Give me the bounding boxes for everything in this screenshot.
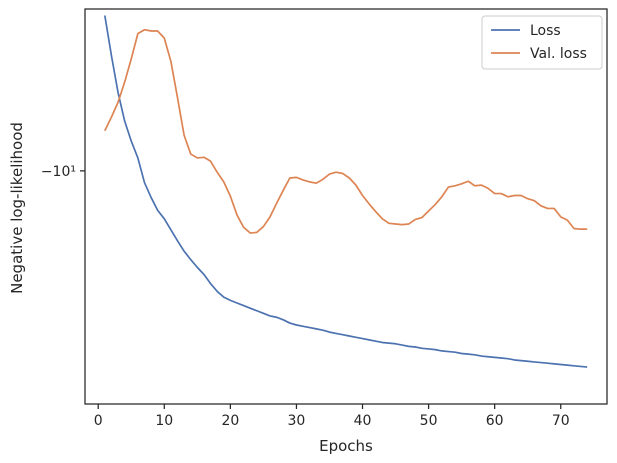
x-tick-label: 70	[552, 413, 570, 429]
plot-frame	[84, 8, 608, 405]
x-tick-label: 30	[288, 413, 306, 429]
plot-lines	[103, 15, 588, 368]
x-tick-label: 20	[221, 413, 239, 429]
x-axis-ticks: 0 10 20 30 40 50 60 70	[94, 404, 570, 429]
x-tick-label: 10	[155, 413, 173, 429]
x-tick-label: 50	[420, 413, 438, 429]
y-axis-title: Negative log-likelihood	[8, 122, 26, 294]
legend: Loss Val. loss	[481, 15, 603, 70]
x-tick-label: 40	[354, 413, 372, 429]
series-line-loss	[103, 15, 588, 368]
legend-label-loss: Loss	[530, 23, 561, 39]
series-line-val-loss	[104, 28, 588, 234]
legend-label-val-loss: Val. loss	[530, 46, 587, 62]
y-tick-label: −10¹	[41, 164, 76, 180]
y-axis-ticks: −10¹	[41, 164, 85, 180]
x-tick-label: 60	[486, 413, 504, 429]
x-axis-title: Epochs	[319, 437, 373, 455]
x-tick-label: 0	[94, 413, 103, 429]
